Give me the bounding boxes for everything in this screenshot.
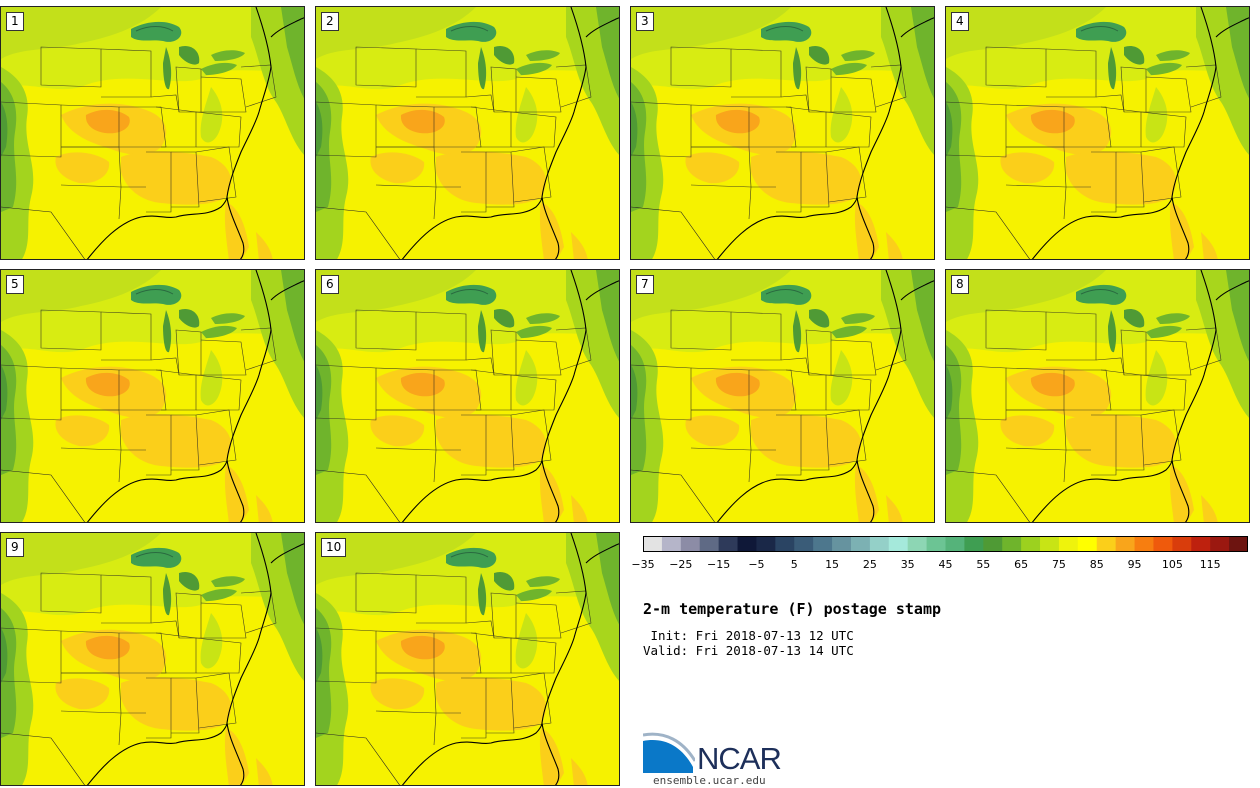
colorbar-tick-label: 85 bbox=[1089, 558, 1104, 571]
member-panel-7: 7 bbox=[630, 269, 935, 523]
member-panel-8: 8 bbox=[945, 269, 1250, 523]
ncar-logo-icon bbox=[643, 731, 695, 773]
colorbar-swatch bbox=[1115, 536, 1136, 552]
member-panel-2: 2 bbox=[315, 6, 620, 260]
colorbar-swatch bbox=[1040, 536, 1060, 552]
colorbar-tick-label: 105 bbox=[1161, 558, 1183, 571]
colorbar-swatch bbox=[661, 536, 682, 552]
temperature-map bbox=[631, 7, 934, 259]
colorbar-tick-label: 115 bbox=[1199, 558, 1221, 571]
chart-title: 2-m temperature (F) postage stamp bbox=[643, 600, 942, 618]
temperature-map bbox=[1, 7, 304, 259]
member-panel-10: 10 bbox=[315, 532, 620, 786]
colorbar-swatch bbox=[680, 536, 701, 552]
colorbar-tick-label: −35 bbox=[631, 558, 655, 571]
ncar-logo-text: NCAR bbox=[697, 741, 782, 776]
colorbar-swatch bbox=[964, 536, 984, 552]
member-label: 1 bbox=[6, 12, 24, 31]
colorbar-swatch bbox=[1077, 536, 1098, 552]
member-panel-9: 9 bbox=[0, 532, 305, 786]
colorbar-ticks: −35 −25 −15 −5 5 15 25 35 45 55 65 75 85 95 105 115 bbox=[631, 555, 1248, 575]
member-panel-3: 3 bbox=[630, 6, 935, 260]
init-time: Init: Fri 2018-07-13 12 UTC bbox=[643, 628, 854, 643]
colorbar-tick-label: −15 bbox=[707, 558, 731, 571]
member-label: 8 bbox=[951, 275, 969, 294]
temperature-map bbox=[946, 7, 1249, 259]
member-panel-1: 1 bbox=[0, 6, 305, 260]
colorbar-swatch bbox=[1134, 536, 1154, 552]
colorbar-tick-label: −5 bbox=[748, 558, 765, 571]
colorbar-tick-label: 5 bbox=[790, 558, 798, 571]
colorbar-swatch bbox=[643, 536, 663, 552]
colorbar-tick-label: 65 bbox=[1014, 558, 1029, 571]
colorbar-swatch bbox=[1191, 536, 1211, 552]
colorbar-swatch bbox=[813, 536, 833, 552]
member-panel-4: 4 bbox=[945, 6, 1250, 260]
colorbar-tick-label: 55 bbox=[976, 558, 991, 571]
temperature-map bbox=[1, 533, 304, 785]
temperature-map bbox=[946, 270, 1249, 522]
colorbar-tick-label: 35 bbox=[900, 558, 915, 571]
temperature-map bbox=[316, 270, 619, 522]
temperature-map bbox=[316, 7, 619, 259]
colorbar-swatch bbox=[775, 536, 795, 552]
valid-time: Valid: Fri 2018-07-13 14 UTC bbox=[643, 643, 854, 658]
colorbar-swatch bbox=[1096, 536, 1117, 552]
colorbar-swatch bbox=[869, 536, 890, 552]
colorbar-swatch bbox=[1210, 536, 1230, 552]
colorbar-tick-label: 25 bbox=[862, 558, 877, 571]
colorbar-swatch bbox=[983, 536, 1003, 552]
colorbar-swatch bbox=[1002, 536, 1022, 552]
colorbar-tick-label: 15 bbox=[825, 558, 840, 571]
member-label: 6 bbox=[321, 275, 339, 294]
member-panel-6: 6 bbox=[315, 269, 620, 523]
member-label: 5 bbox=[6, 275, 24, 294]
colorbar-swatch bbox=[850, 536, 871, 552]
colorbar-swatch bbox=[945, 536, 965, 552]
colorbar-tick-label: 45 bbox=[938, 558, 953, 571]
temperature-map bbox=[1, 270, 304, 522]
colorbar-swatch bbox=[1021, 536, 1041, 552]
colorbar-swatch bbox=[1058, 536, 1079, 552]
colorbar-swatch bbox=[794, 536, 814, 552]
colorbar-tick-label: −25 bbox=[669, 558, 693, 571]
member-label: 2 bbox=[321, 12, 339, 31]
member-label: 3 bbox=[636, 12, 654, 31]
colorbar-swatch bbox=[1153, 536, 1173, 552]
temperature-colorbar bbox=[643, 536, 1248, 552]
member-label: 9 bbox=[6, 538, 24, 557]
member-label: 10 bbox=[321, 538, 347, 557]
member-label: 7 bbox=[636, 275, 654, 294]
colorbar-swatch bbox=[907, 536, 928, 552]
member-panel-5: 5 bbox=[0, 269, 305, 523]
colorbar-swatch bbox=[1229, 536, 1248, 552]
colorbar-swatch bbox=[926, 536, 946, 552]
colorbar-swatch bbox=[888, 536, 909, 552]
colorbar-swatch bbox=[1172, 536, 1192, 552]
colorbar-swatch bbox=[737, 536, 757, 552]
colorbar-swatch bbox=[832, 536, 852, 552]
colorbar-tick-label: 95 bbox=[1127, 558, 1142, 571]
colorbar-swatch bbox=[718, 536, 739, 552]
ensemble-url: ensemble.ucar.edu bbox=[653, 774, 766, 787]
colorbar-swatch bbox=[756, 536, 776, 552]
colorbar-tick-label: 75 bbox=[1051, 558, 1066, 571]
colorbar-frame bbox=[643, 536, 1248, 552]
temperature-map bbox=[316, 533, 619, 785]
member-label: 4 bbox=[951, 12, 969, 31]
colorbar-swatch bbox=[699, 536, 720, 552]
temperature-map bbox=[631, 270, 934, 522]
